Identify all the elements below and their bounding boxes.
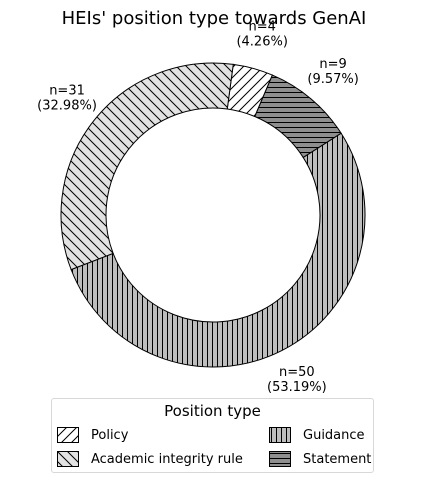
legend-item-statement: Statement	[269, 451, 371, 467]
legend-swatch-academic-integrity-rule	[57, 451, 79, 467]
slice-academic-integrity-rule-label: n=31 (32.98%)	[37, 84, 97, 114]
slice-academic-integrity-rule-hatch	[60, 62, 234, 271]
legend-label-academic-integrity-rule: Academic integrity rule	[91, 451, 243, 467]
legend-label-statement: Statement	[303, 451, 372, 467]
legend-swatch-policy	[57, 427, 79, 443]
legend-title: Position type	[164, 402, 261, 420]
slice-statement-hatch	[254, 74, 342, 159]
legend-item-guidance: Guidance	[269, 427, 365, 443]
legend: Position type Policy Academic integrity r…	[51, 398, 374, 473]
legend-swatch-statement	[269, 451, 291, 467]
slice-guidance-hatch	[70, 132, 366, 368]
chart-title: HEIs' position type towards GenAI	[62, 8, 367, 29]
slice-statement-label: n=9 (9.57%)	[307, 57, 358, 87]
slice-policy-label: n=4 (4.26%)	[236, 20, 287, 50]
legend-swatch-guidance	[269, 427, 291, 443]
legend-item-policy: Policy	[57, 427, 128, 443]
slice-guidance-label: n=50 (53.19%)	[267, 365, 327, 395]
legend-label-policy: Policy	[91, 427, 129, 443]
slice-labels-group: n=4 (4.26%) n=31 (32.98%) n=50 (53.19%) n=9 (9.…	[37, 20, 359, 395]
legend-label-guidance: Guidance	[303, 427, 365, 443]
legend-item-academic-integrity-rule: Academic integrity rule	[57, 451, 243, 467]
slices-group	[60, 62, 366, 368]
chart-svg: HEIs' position type towards GenAI n=4 (4.…	[37, 8, 367, 395]
